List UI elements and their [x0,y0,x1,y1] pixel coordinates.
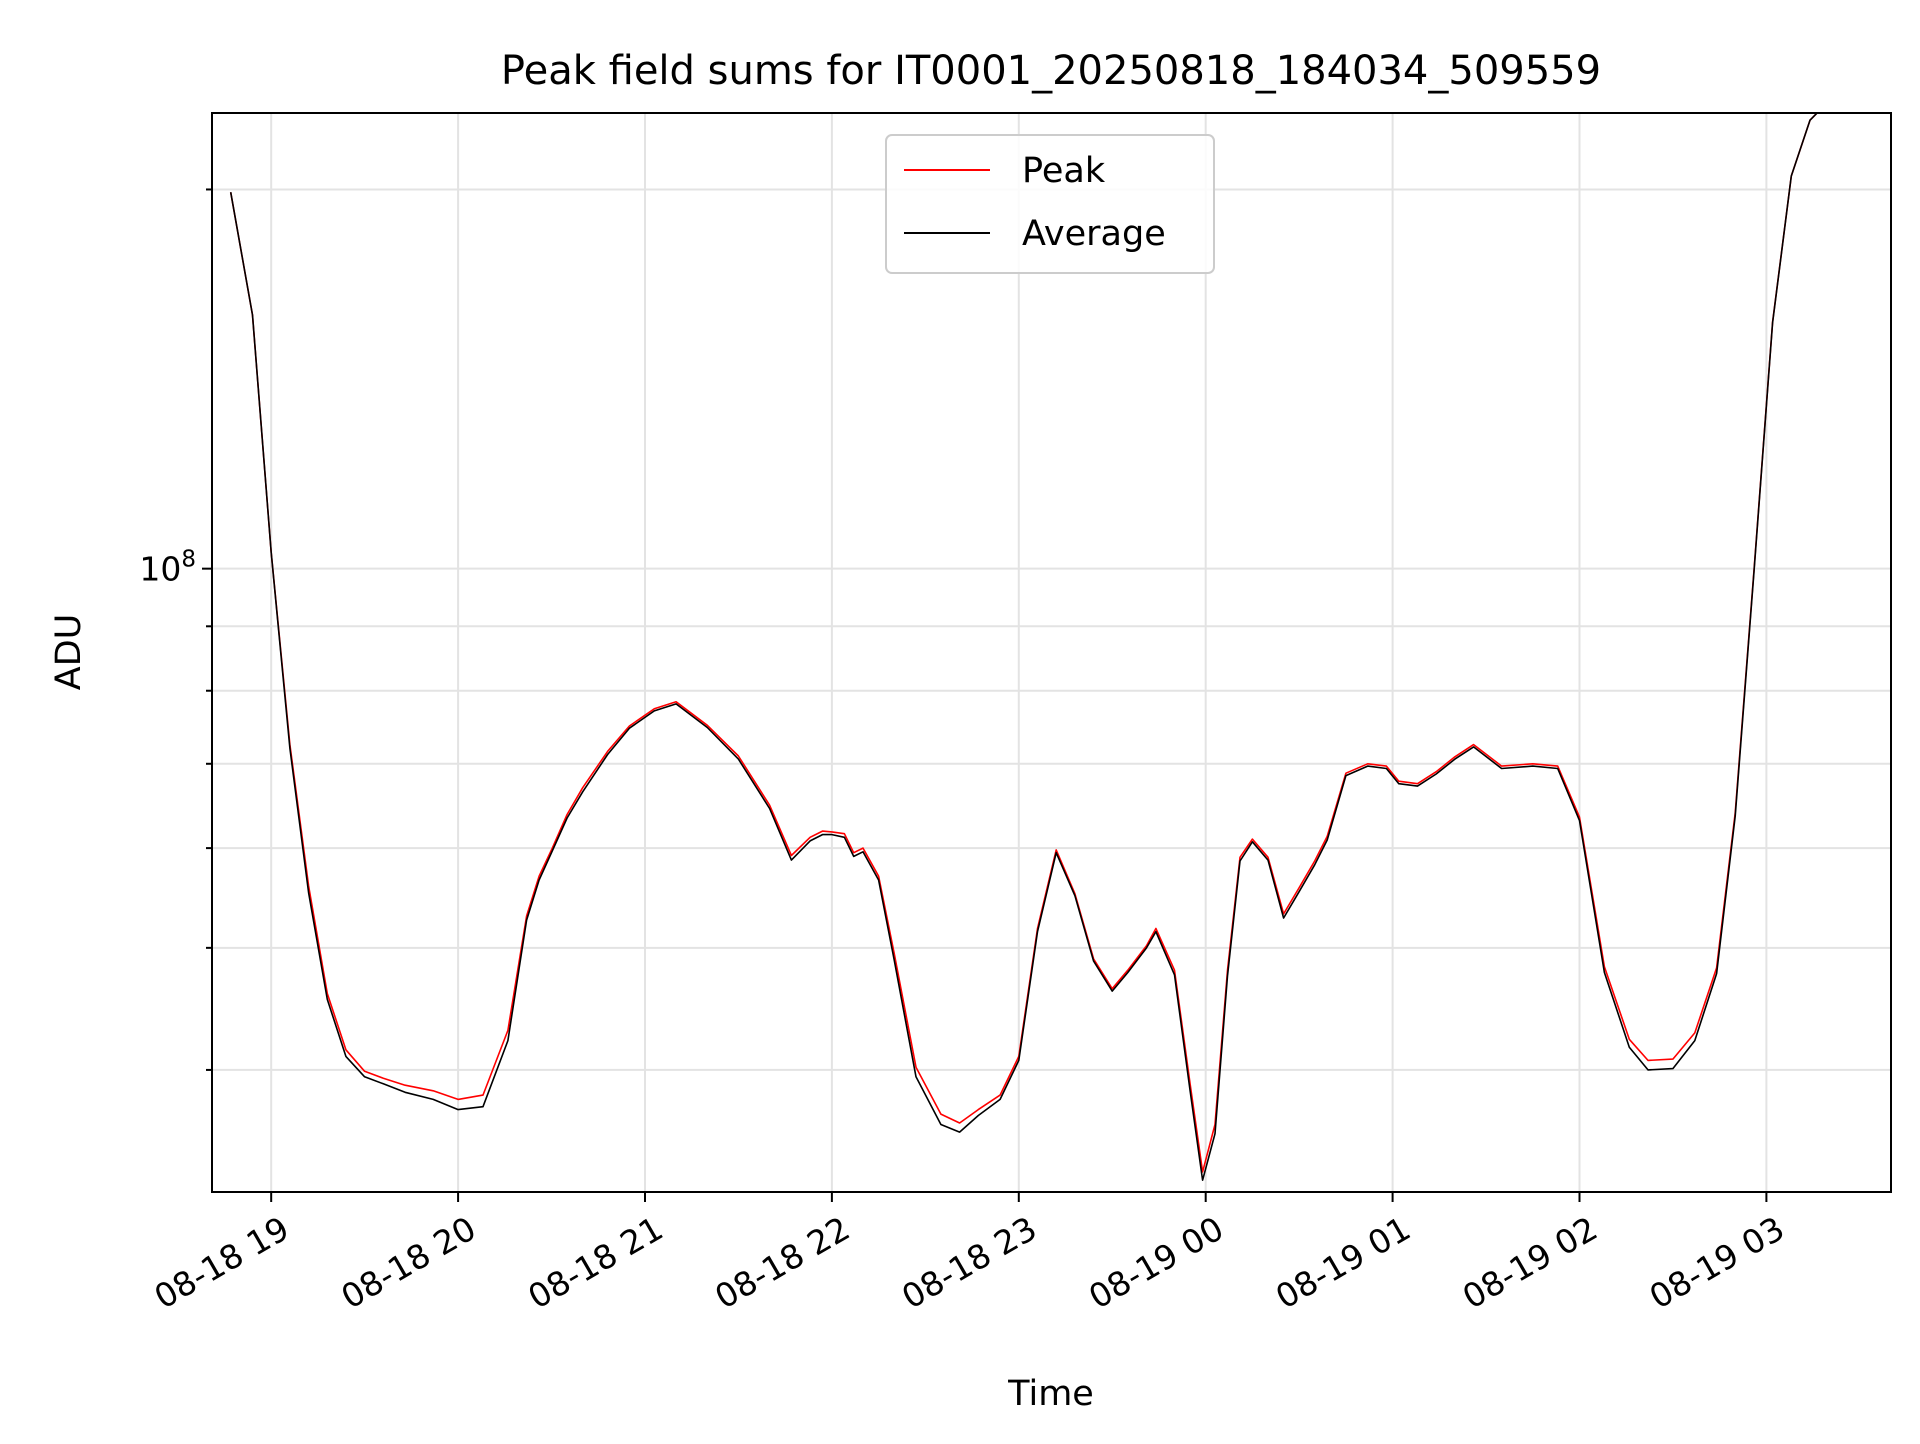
y-tick-label: 108 [139,547,196,589]
legend-label-average: Average [1022,214,1166,254]
plot-area-frame [211,112,1892,1193]
x-axis-label: Time [1007,1374,1094,1414]
y-axis-label: ADU [49,614,89,691]
legend: Peak Average [885,134,1215,274]
y-axis-ticks: 108 [139,188,212,1071]
series-line-peak [229,113,1819,1173]
legend-label-peak: Peak [1022,151,1106,191]
chart-title: Peak field sums for IT0001_20250818_1840… [501,48,1601,94]
series-layer [229,113,1819,1181]
series-line-average [229,113,1819,1181]
